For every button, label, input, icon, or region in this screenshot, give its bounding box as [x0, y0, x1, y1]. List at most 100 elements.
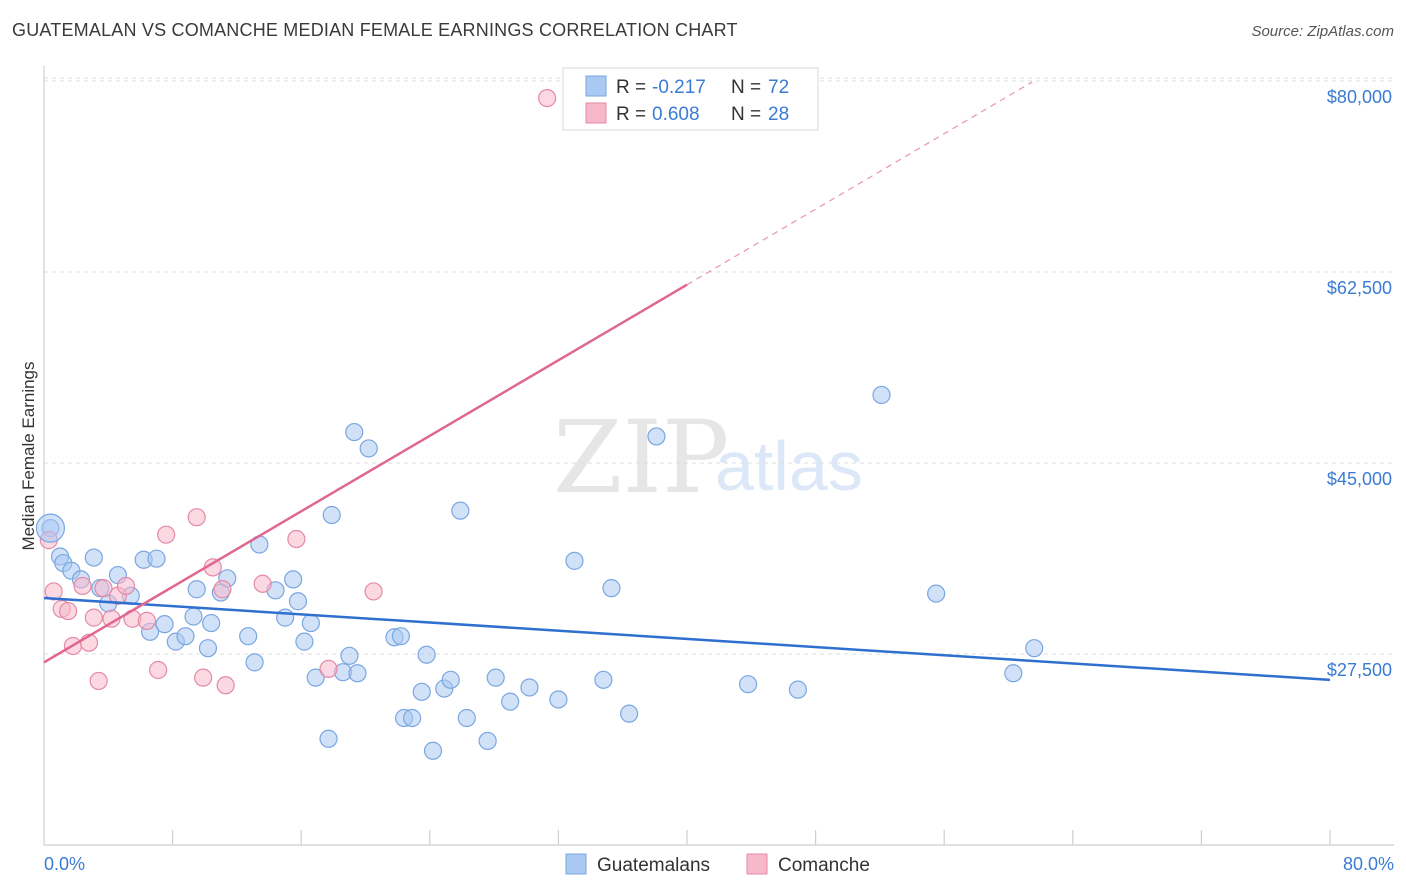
data-points	[35, 88, 1044, 760]
x-tick-label-max: 80.0%	[1343, 854, 1394, 874]
legend-n-label: N =	[731, 104, 761, 125]
point-guatemalans	[486, 668, 505, 687]
point-guatemalans	[549, 690, 568, 709]
point-guatemalans	[301, 613, 320, 633]
point-guatemalans	[602, 579, 621, 598]
correlation-legend: R = -0.217 N = 72 R = 0.608 N = 28	[562, 67, 819, 131]
legend-swatch-comanche	[585, 102, 607, 124]
point-guatemalans	[284, 570, 303, 589]
point-guatemalans	[423, 741, 443, 760]
point-guatemalans	[647, 427, 666, 446]
point-guatemalans	[155, 615, 174, 634]
x-tick-label-min: 0.0%	[44, 854, 85, 874]
legend-n-value: 28	[768, 104, 789, 125]
point-comanche	[73, 576, 92, 596]
point-comanche	[59, 601, 78, 621]
legend-swatch-guatemalans	[565, 853, 587, 875]
point-guatemalans	[345, 422, 364, 442]
point-guatemalans	[872, 385, 891, 405]
point-guatemalans	[322, 505, 341, 525]
point-guatemalans	[340, 646, 359, 665]
point-guatemalans	[187, 580, 206, 599]
point-comanche	[216, 676, 235, 695]
legend-label-comanche: Comanche	[778, 855, 870, 876]
point-guatemalans	[565, 551, 584, 570]
point-guatemalans	[184, 607, 203, 626]
point-guatemalans	[35, 513, 66, 543]
watermark-zip: ZIP	[553, 399, 729, 516]
source-label: Source: ZipAtlas.com	[1251, 23, 1394, 40]
point-guatemalans	[501, 692, 520, 711]
series-legend: Guatemalans Comanche	[565, 853, 870, 876]
legend-n-label: N =	[731, 77, 761, 98]
point-comanche	[194, 668, 213, 687]
trend-line-guatemalans	[43, 596, 1331, 682]
point-guatemalans	[1004, 664, 1023, 683]
point-guatemalans	[1025, 639, 1044, 658]
point-guatemalans	[359, 439, 378, 458]
watermark-atlas: atlas	[715, 427, 863, 505]
point-comanche	[137, 611, 156, 630]
point-guatemalans	[788, 680, 808, 699]
point-guatemalans	[620, 704, 639, 723]
point-guatemalans	[276, 608, 295, 627]
legend-swatch-comanche	[746, 853, 768, 875]
point-guatemalans	[288, 592, 308, 611]
point-guatemalans	[245, 653, 264, 672]
legend-r-value: 0.608	[652, 104, 700, 125]
y-axis-title: Median Female Earnings	[19, 362, 38, 551]
trend-lines	[43, 81, 1331, 682]
legend-n-value: 72	[768, 77, 789, 98]
point-guatemalans	[738, 675, 758, 694]
legend-label-guatemalans: Guatemalans	[597, 855, 710, 876]
point-guatemalans	[417, 645, 436, 664]
point-comanche	[157, 525, 176, 544]
trend-line-extension-comanche	[686, 81, 1033, 286]
point-comanche	[538, 88, 557, 108]
point-comanche	[319, 659, 338, 679]
point-comanche	[44, 582, 63, 601]
legend-swatch-guatemalans	[585, 75, 607, 97]
point-guatemalans	[520, 678, 539, 697]
point-guatemalans	[84, 548, 103, 567]
point-guatemalans	[176, 627, 195, 646]
point-guatemalans	[594, 670, 613, 689]
point-comanche	[116, 576, 136, 596]
point-comanche	[187, 508, 206, 527]
point-guatemalans	[441, 670, 460, 689]
legend-r-label: R =	[616, 77, 646, 98]
point-comanche	[213, 580, 232, 599]
point-comanche	[253, 574, 272, 593]
point-guatemalans	[295, 632, 314, 651]
point-guatemalans	[239, 627, 258, 646]
point-guatemalans	[412, 682, 431, 701]
y-tick-label: $80,000	[1327, 87, 1392, 107]
point-guatemalans	[457, 708, 476, 728]
point-guatemalans	[202, 613, 221, 633]
point-guatemalans	[927, 584, 946, 603]
point-guatemalans	[478, 731, 497, 751]
trend-line-comanche	[43, 283, 688, 664]
point-comanche	[94, 579, 113, 598]
y-tick-labels: $80,000 $62,500 $45,000 $27,500	[1327, 87, 1392, 680]
point-guatemalans	[198, 639, 218, 658]
point-guatemalans	[306, 668, 325, 687]
y-tick-label: $62,500	[1327, 278, 1392, 298]
y-tick-label: $27,500	[1327, 660, 1392, 680]
chart-title: GUATEMALAN VS COMANCHE MEDIAN FEMALE EAR…	[12, 20, 738, 40]
point-comanche	[149, 660, 168, 680]
point-comanche	[84, 608, 103, 627]
point-comanche	[287, 529, 306, 549]
point-guatemalans	[451, 501, 470, 520]
legend-r-value: -0.217	[652, 77, 706, 98]
point-comanche	[364, 582, 383, 601]
point-guatemalans	[391, 627, 410, 646]
legend-r-label: R =	[616, 104, 646, 125]
point-guatemalans	[319, 729, 338, 748]
point-guatemalans	[147, 549, 166, 568]
y-tick-label: $45,000	[1327, 469, 1392, 489]
x-ticks	[172, 830, 1331, 845]
point-guatemalans	[403, 708, 422, 728]
point-comanche	[89, 671, 108, 691]
